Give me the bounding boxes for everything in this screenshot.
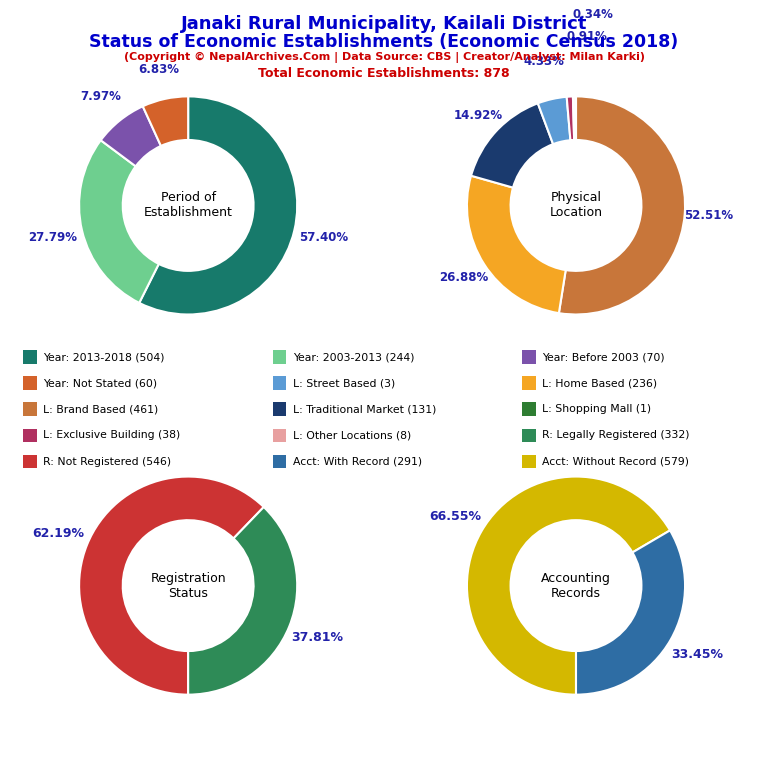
Text: Status of Economic Establishments (Economic Census 2018): Status of Economic Establishments (Econo… xyxy=(89,33,679,51)
Text: 0.34%: 0.34% xyxy=(573,8,614,22)
Wedge shape xyxy=(79,477,263,695)
Text: 0.91%: 0.91% xyxy=(566,30,607,43)
Text: 33.45%: 33.45% xyxy=(671,648,723,661)
Text: Registration
Status: Registration Status xyxy=(151,571,226,600)
Text: L: Exclusive Building (38): L: Exclusive Building (38) xyxy=(43,430,180,441)
Text: Year: 2013-2018 (504): Year: 2013-2018 (504) xyxy=(43,352,164,362)
Text: 14.92%: 14.92% xyxy=(454,109,503,122)
Text: Total Economic Establishments: 878: Total Economic Establishments: 878 xyxy=(258,67,510,80)
Wedge shape xyxy=(79,141,159,303)
Text: L: Traditional Market (131): L: Traditional Market (131) xyxy=(293,404,436,415)
Wedge shape xyxy=(467,176,566,313)
Text: R: Legally Registered (332): R: Legally Registered (332) xyxy=(542,430,690,441)
Text: 37.81%: 37.81% xyxy=(292,631,343,644)
Text: 4.33%: 4.33% xyxy=(523,55,564,68)
Wedge shape xyxy=(143,97,188,146)
Wedge shape xyxy=(139,97,297,315)
Text: Year: Not Stated (60): Year: Not Stated (60) xyxy=(43,378,157,389)
Wedge shape xyxy=(538,97,571,144)
Text: Accounting
Records: Accounting Records xyxy=(541,571,611,600)
Text: 27.79%: 27.79% xyxy=(28,231,77,244)
Text: L: Home Based (236): L: Home Based (236) xyxy=(542,378,657,389)
Text: 62.19%: 62.19% xyxy=(33,527,84,540)
Text: Period of
Establishment: Period of Establishment xyxy=(144,191,233,220)
Text: Janaki Rural Municipality, Kailali District: Janaki Rural Municipality, Kailali Distr… xyxy=(180,15,588,33)
Wedge shape xyxy=(559,97,685,314)
Wedge shape xyxy=(188,507,297,695)
Text: L: Street Based (3): L: Street Based (3) xyxy=(293,378,395,389)
Text: Year: Before 2003 (70): Year: Before 2003 (70) xyxy=(542,352,665,362)
Text: L: Brand Based (461): L: Brand Based (461) xyxy=(43,404,158,415)
Wedge shape xyxy=(467,477,670,695)
Text: Acct: Without Record (579): Acct: Without Record (579) xyxy=(542,456,689,467)
Text: Acct: With Record (291): Acct: With Record (291) xyxy=(293,456,422,467)
Text: Physical
Location: Physical Location xyxy=(549,191,603,220)
Text: 57.40%: 57.40% xyxy=(300,231,349,244)
Text: 6.83%: 6.83% xyxy=(138,62,179,75)
Wedge shape xyxy=(576,531,685,695)
Text: L: Shopping Mall (1): L: Shopping Mall (1) xyxy=(542,404,651,415)
Wedge shape xyxy=(567,97,574,141)
Text: 26.88%: 26.88% xyxy=(439,270,488,283)
Text: 52.51%: 52.51% xyxy=(684,210,733,223)
Text: 7.97%: 7.97% xyxy=(80,91,121,104)
Wedge shape xyxy=(573,97,575,140)
Text: R: Not Registered (546): R: Not Registered (546) xyxy=(43,456,171,467)
Text: (Copyright © NepalArchives.Com | Data Source: CBS | Creator/Analyst: Milan Karki: (Copyright © NepalArchives.Com | Data So… xyxy=(124,52,644,63)
Text: 66.55%: 66.55% xyxy=(429,510,481,523)
Wedge shape xyxy=(471,103,553,187)
Wedge shape xyxy=(101,106,161,167)
Text: L: Other Locations (8): L: Other Locations (8) xyxy=(293,430,411,441)
Text: Year: 2003-2013 (244): Year: 2003-2013 (244) xyxy=(293,352,414,362)
